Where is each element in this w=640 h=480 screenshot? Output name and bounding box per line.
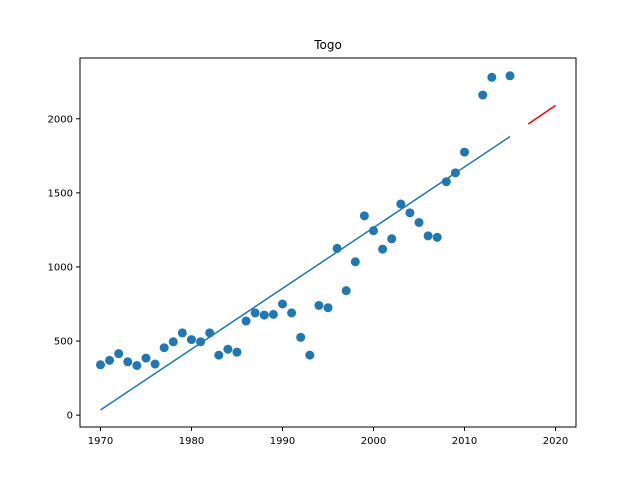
data-point-1995 bbox=[323, 303, 333, 313]
projection-line bbox=[527, 104, 556, 125]
data-point-1975 bbox=[141, 353, 151, 363]
data-point-2008 bbox=[441, 177, 451, 187]
data-point-1977 bbox=[159, 343, 169, 353]
data-point-1973 bbox=[123, 357, 133, 367]
data-point-1998 bbox=[350, 257, 360, 267]
data-point-1982 bbox=[205, 328, 215, 338]
data-point-2010 bbox=[460, 147, 470, 157]
data-point-1992 bbox=[296, 332, 306, 342]
y-tick-label-500: 500 bbox=[54, 337, 73, 348]
data-point-1974 bbox=[132, 361, 142, 370]
data-point-1999 bbox=[359, 211, 369, 221]
data-point-1987 bbox=[250, 308, 260, 318]
data-point-1990 bbox=[277, 299, 287, 309]
y-axis: 0 500 1000 1500 2000 bbox=[48, 114, 80, 422]
data-point-2015 bbox=[505, 71, 515, 81]
data-point-1984 bbox=[223, 344, 233, 354]
data-point-1997 bbox=[341, 286, 351, 296]
chart-title: Togo bbox=[313, 38, 342, 52]
y-tick-label-0: 0 bbox=[67, 411, 73, 422]
data-point-1994 bbox=[314, 300, 324, 310]
x-tick-label-2010: 2010 bbox=[452, 436, 477, 447]
data-point-2001 bbox=[378, 244, 388, 254]
x-tick-label-1970: 1970 bbox=[88, 436, 113, 447]
data-point-1979 bbox=[177, 328, 187, 338]
data-point-1983 bbox=[214, 350, 224, 360]
data-point-2006 bbox=[423, 231, 433, 241]
data-point-2013 bbox=[487, 72, 497, 82]
x-tick-label-1990: 1990 bbox=[270, 436, 295, 447]
data-point-1986 bbox=[241, 316, 251, 326]
data-point-2007 bbox=[432, 232, 442, 242]
x-tick-label-2000: 2000 bbox=[361, 436, 386, 447]
y-tick-label-1000: 1000 bbox=[48, 262, 73, 273]
x-tick-label-2020: 2020 bbox=[543, 436, 568, 447]
data-point-1980 bbox=[186, 335, 196, 345]
data-point-1988 bbox=[259, 310, 269, 320]
data-point-1970 bbox=[95, 360, 105, 370]
data-point-1971 bbox=[105, 355, 115, 365]
data-point-1978 bbox=[168, 337, 178, 347]
data-point-1991 bbox=[287, 308, 297, 318]
data-point-1976 bbox=[150, 359, 160, 369]
y-tick-label-1500: 1500 bbox=[48, 188, 73, 199]
x-tick-label-1980: 1980 bbox=[179, 436, 204, 447]
data-point-1972 bbox=[114, 349, 124, 359]
data-point-1989 bbox=[268, 309, 278, 319]
y-tick-label-2000: 2000 bbox=[48, 114, 73, 125]
data-point-2003 bbox=[396, 199, 406, 209]
plot-area bbox=[95, 71, 556, 411]
trend-line bbox=[100, 135, 511, 411]
data-point-2012 bbox=[478, 90, 488, 100]
data-point-1985 bbox=[232, 347, 242, 357]
x-axis: 1970 1980 1990 2000 2010 2020 bbox=[88, 427, 568, 447]
data-point-1993 bbox=[305, 350, 315, 360]
data-point-2004 bbox=[405, 208, 415, 218]
axes-frame bbox=[79, 57, 577, 428]
data-point-2002 bbox=[387, 234, 397, 244]
data-point-2005 bbox=[414, 217, 424, 227]
